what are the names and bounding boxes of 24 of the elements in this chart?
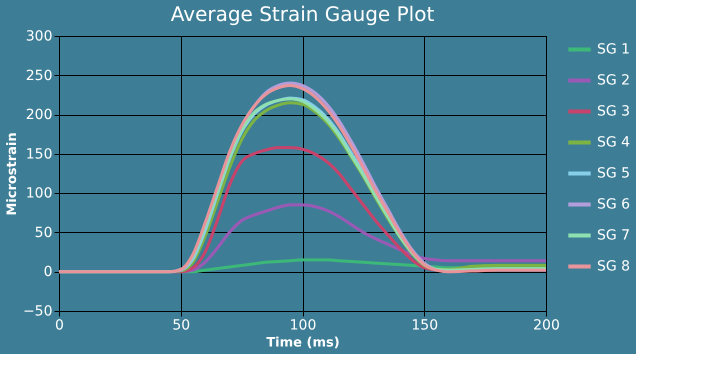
legend-label: SG 6	[597, 196, 630, 212]
legend-label: SG 1	[597, 42, 630, 58]
y-tick-label: 50	[34, 224, 52, 241]
y-axis-title: Microstrain	[4, 132, 20, 216]
legend-label: SG 7	[597, 228, 630, 244]
x-tick-label: 0	[55, 318, 64, 334]
y-tick-label: 150	[26, 146, 52, 162]
legend-label: SG 5	[597, 166, 630, 182]
y-tick-label: 0	[44, 264, 52, 280]
legend-label: SG 4	[597, 134, 630, 150]
y-tick-label: 250	[26, 68, 52, 84]
y-tick-label: 200	[26, 107, 52, 124]
legend-label: SG 8	[597, 258, 630, 274]
y-tick-label: 300	[26, 28, 52, 44]
x-tick-label: 100	[290, 318, 316, 334]
x-tick-label: 50	[172, 318, 190, 334]
y-tick-label: 100	[26, 186, 52, 202]
x-tick-label: 200	[533, 318, 560, 334]
legend-label: SG 3	[597, 104, 630, 120]
x-tick-label: 150	[411, 318, 438, 334]
x-axis-title: Time (ms)	[266, 336, 340, 350]
chart-title: Average Strain Gauge Plot	[170, 2, 434, 26]
y-tick-label: −50	[22, 304, 52, 320]
legend-label: SG 2	[597, 72, 630, 88]
